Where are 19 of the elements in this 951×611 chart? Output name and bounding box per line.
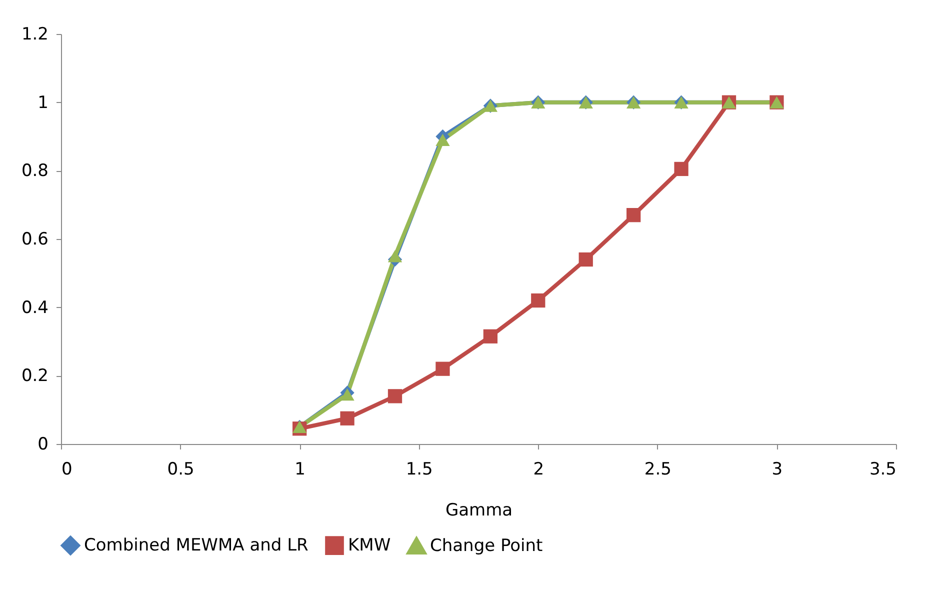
- x-tick-label: 1: [294, 460, 306, 480]
- y-tick-label: 0: [38, 434, 48, 454]
- x-tick-label: 3: [772, 460, 783, 480]
- legend-label: KMW: [348, 536, 391, 556]
- legend-label: Change Point: [430, 536, 544, 556]
- y-tick-label: 0.4: [21, 298, 48, 318]
- x-tick-label: 2: [533, 460, 544, 480]
- y-tick-label: 1.2: [21, 24, 48, 44]
- x-tick-label: 0.5: [167, 460, 194, 480]
- x-axis-title: Gamma: [445, 500, 513, 520]
- x-tick-label: 2.5: [644, 460, 672, 480]
- y-tick-label: 0.6: [21, 230, 48, 250]
- y-tick-label: 1: [38, 92, 48, 113]
- legend-label: Combined MEWMA and LR: [84, 536, 309, 556]
- y-tick-label: 0.8: [21, 161, 48, 182]
- x-tick-label: 0: [62, 460, 72, 480]
- x-tick-label: 1.5: [406, 460, 433, 480]
- x-tick-label: 3.5: [869, 460, 896, 480]
- y-tick-label: 0.2: [21, 366, 48, 386]
